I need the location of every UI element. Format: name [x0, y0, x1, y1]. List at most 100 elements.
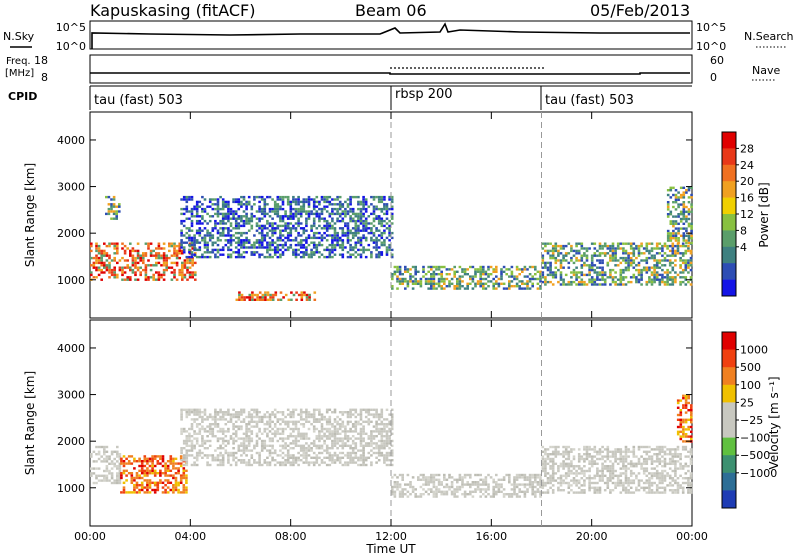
- heatmap-cell: [180, 430, 183, 433]
- heatmap-cell: [453, 265, 456, 269]
- heatmap-cell: [286, 227, 290, 230]
- heatmap-cell: [325, 435, 329, 438]
- heatmap-cell: [336, 439, 339, 443]
- nave-tick-top: 60: [710, 54, 724, 67]
- heatmap-cell: [658, 457, 662, 461]
- heatmap-cell: [191, 247, 194, 250]
- heatmap-cell: [144, 276, 148, 279]
- heatmap-cell: [315, 459, 319, 462]
- heatmap-cell: [250, 425, 254, 428]
- heatmap-cell: [242, 408, 246, 411]
- heatmap-cell: [500, 282, 503, 285]
- heatmap-cell: [344, 432, 347, 435]
- heatmap-cell: [611, 465, 615, 468]
- heatmap-cell: [528, 481, 532, 484]
- heatmap-cell: [523, 287, 527, 290]
- heatmap-cell: [367, 215, 371, 218]
- heatmap-cell: [211, 241, 215, 244]
- heatmap-cell: [211, 423, 215, 426]
- heatmap-cell: [601, 252, 604, 255]
- heatmap-cell: [572, 465, 576, 468]
- heatmap-cell: [108, 266, 111, 269]
- heatmap-cell: [349, 198, 352, 201]
- heatmap-cell: [331, 255, 334, 259]
- heatmap-cell: [260, 447, 264, 450]
- heatmap-cell: [674, 455, 677, 458]
- heatmap-cell: [138, 488, 141, 492]
- heatmap-cell: [333, 454, 337, 457]
- heatmap-cell: [266, 234, 269, 237]
- heatmap-cell: [103, 479, 106, 482]
- heatmap-cell: [364, 444, 368, 447]
- heatmap-cell: [443, 280, 446, 283]
- heatmap-cell: [385, 246, 389, 249]
- heatmap-cell: [271, 420, 274, 423]
- heatmap-cell: [635, 486, 638, 489]
- heatmap-cell: [658, 477, 662, 480]
- heatmap-cell: [510, 488, 514, 491]
- heatmap-cell: [554, 271, 558, 274]
- heatmap-cell: [380, 423, 384, 426]
- heatmap-cell: [557, 252, 560, 255]
- heatmap-cell: [476, 481, 480, 484]
- heatmap-cell: [354, 427, 358, 431]
- heatmap-cell: [240, 231, 243, 235]
- heatmap-cell: [385, 248, 389, 252]
- heatmap-cell: [247, 200, 251, 204]
- heatmap-cell: [232, 227, 235, 230]
- heatmap-cell: [234, 439, 238, 443]
- heatmap-cell: [240, 461, 243, 464]
- heatmap-cell: [331, 459, 334, 462]
- heatmap-cell: [260, 418, 264, 421]
- heatmap-cell: [577, 259, 581, 262]
- heatmap-cell: [546, 453, 550, 456]
- heatmap-cell: [302, 227, 306, 230]
- heatmap-cell: [422, 275, 425, 278]
- heatmap-cell: [359, 437, 363, 440]
- heatmap-cell: [201, 418, 204, 421]
- heatmap-cell: [229, 415, 233, 419]
- heatmap-cell: [188, 408, 191, 411]
- heatmap-cell: [508, 478, 511, 481]
- heatmap-cell: [624, 481, 628, 485]
- heatmap-cell: [562, 254, 565, 257]
- heatmap-cell: [559, 252, 563, 255]
- heatmap-cell: [450, 485, 454, 489]
- heatmap-cell: [572, 249, 576, 253]
- heatmap-cell: [216, 425, 220, 428]
- heatmap-cell: [614, 252, 617, 255]
- heatmap-cell: [302, 461, 306, 464]
- heatmap-cell: [268, 437, 272, 440]
- heatmap-cell: [622, 472, 625, 475]
- heatmap-cell: [611, 450, 615, 453]
- heatmap-cell: [690, 225, 693, 228]
- heatmap-cell: [190, 195, 194, 199]
- heatmap-cell: [302, 255, 306, 259]
- heatmap-cell: [422, 478, 425, 481]
- heatmap-cell: [404, 493, 407, 496]
- heatmap-cell: [182, 207, 186, 211]
- heatmap-cell: [208, 200, 212, 204]
- heatmap-cell: [320, 234, 324, 237]
- heatmap-cell: [201, 203, 204, 206]
- heatmap-cell: [260, 207, 264, 211]
- heatmap-cell: [629, 486, 633, 489]
- heatmap-cell: [166, 469, 170, 472]
- heatmap-cell: [666, 283, 669, 286]
- heatmap-cell: [195, 248, 199, 252]
- heatmap-cell: [419, 478, 423, 481]
- heatmap-cell: [333, 207, 337, 211]
- heatmap-cell: [544, 280, 547, 284]
- heatmap-cell: [116, 460, 119, 463]
- heatmap-cell: [380, 200, 384, 204]
- heatmap-cell: [229, 239, 233, 242]
- heatmap-cell: [211, 459, 215, 462]
- heatmap-cell: [247, 437, 251, 440]
- heatmap-cell: [266, 222, 269, 225]
- heatmap-cell: [567, 445, 571, 449]
- heatmap-cell: [260, 420, 264, 423]
- heatmap-cell: [336, 427, 339, 431]
- heatmap-cell: [297, 200, 300, 204]
- heatmap-cell: [251, 298, 254, 301]
- heatmap-cell: [229, 253, 233, 256]
